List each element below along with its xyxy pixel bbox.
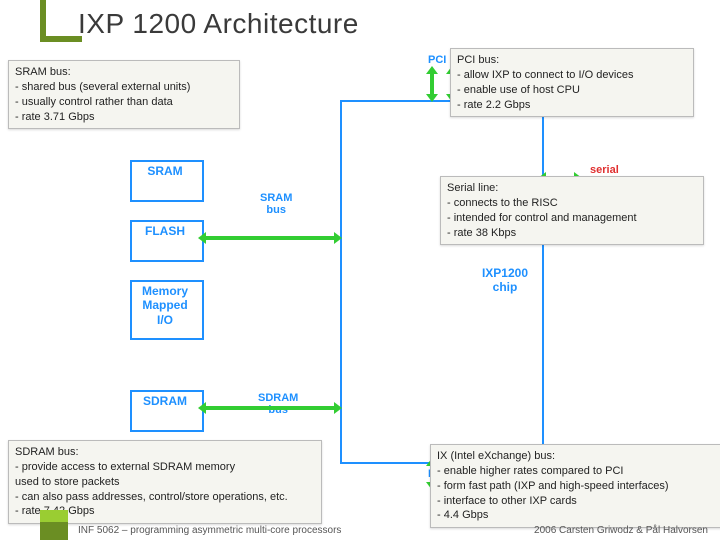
footer-right: 2006 Carsten Griwodz & Pål Halvorsen bbox=[534, 525, 708, 536]
footer-ornament-light bbox=[40, 510, 68, 522]
ixp-chip-label: IXP1200 chip bbox=[470, 266, 540, 295]
sdram-bus-label: SDRAM bus bbox=[258, 392, 298, 416]
pci-bus-note: PCI bus:- allow IXP to connect to I/O de… bbox=[450, 48, 694, 117]
slide-corner-ornament bbox=[40, 0, 82, 42]
sram-bus-label: SRAM bus bbox=[260, 192, 292, 216]
slide-title: IXP 1200 Architecture bbox=[78, 8, 359, 40]
sdram-box-label: SDRAM bbox=[130, 394, 200, 408]
sram-bus-note: SRAM bus:- shared bus (several external … bbox=[8, 60, 240, 129]
footer-ornament-dark bbox=[40, 522, 68, 540]
mmio-box-label: Memory Mapped I/O bbox=[130, 284, 200, 327]
sram-box-label: SRAM bbox=[130, 164, 200, 178]
footer-left: INF 5062 – programming asymmetric multi-… bbox=[78, 525, 341, 536]
ix-bus-note: IX (Intel eXchange) bus:- enable higher … bbox=[430, 444, 720, 528]
flash-box-label: FLASH bbox=[130, 224, 200, 238]
serial-line-note: Serial line:- connects to the RISC- inte… bbox=[440, 176, 704, 245]
